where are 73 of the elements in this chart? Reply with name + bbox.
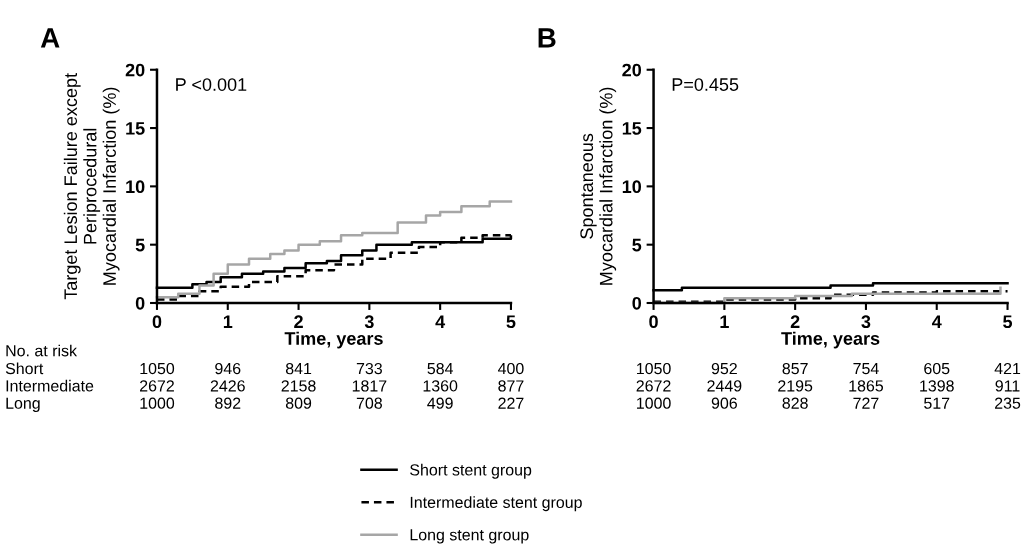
text: 828 bbox=[782, 397, 808, 409]
legend-label: Long stent group bbox=[410, 529, 529, 544]
text: 227 bbox=[498, 397, 524, 409]
x-tick-label: 3 bbox=[861, 315, 871, 329]
text: 911 bbox=[995, 380, 1020, 392]
text: 952 bbox=[711, 362, 737, 375]
text: 2449 bbox=[707, 380, 742, 392]
y-tick-label: 15 bbox=[126, 122, 145, 135]
text: 906 bbox=[711, 397, 737, 409]
x-tick-label: 5 bbox=[1003, 315, 1013, 329]
y-tick-label: 5 bbox=[632, 238, 642, 252]
annotation: P=0.455 bbox=[672, 78, 739, 91]
y-tick-label: 20 bbox=[622, 63, 642, 77]
x-tick-label: 2 bbox=[294, 315, 303, 328]
text: 1050 bbox=[637, 362, 671, 375]
x-tick-label: 0 bbox=[649, 315, 658, 329]
text: 2672 bbox=[140, 380, 174, 392]
text: 1865 bbox=[849, 380, 884, 392]
legend-label: Short stent group bbox=[410, 463, 532, 479]
text: No. at risk bbox=[6, 344, 78, 357]
y-tick-label: 0 bbox=[135, 296, 145, 310]
text: Short bbox=[5, 362, 44, 375]
x-tick-label: 2 bbox=[790, 315, 800, 328]
text: Intermediate bbox=[6, 379, 94, 392]
text: 400 bbox=[497, 362, 524, 375]
y-tick-label: 15 bbox=[622, 122, 642, 135]
text: 841 bbox=[285, 362, 312, 375]
y-axis-title: Spontaneous Myocardial Infarction (%) bbox=[580, 87, 617, 285]
text: 1000 bbox=[140, 397, 175, 409]
legend-label: Intermediate stent group bbox=[410, 496, 582, 512]
text: 877 bbox=[498, 380, 524, 392]
text: 2426 bbox=[210, 380, 245, 392]
y-tick-label: 20 bbox=[125, 63, 145, 77]
text: 1360 bbox=[423, 380, 458, 392]
text: 892 bbox=[215, 397, 241, 409]
text: 1050 bbox=[140, 362, 175, 375]
x-tick-label: 5 bbox=[506, 315, 516, 329]
y-axis-title: Target Lesion Failure except Periprocedural Myocardial Infarction (%) bbox=[63, 73, 120, 300]
annotation: P <0.001 bbox=[176, 78, 247, 91]
text: 1000 bbox=[637, 397, 671, 409]
x-tick-label: 3 bbox=[364, 315, 374, 329]
y-tick-label: 10 bbox=[622, 180, 642, 194]
y-tick-label: 5 bbox=[135, 238, 145, 252]
y-tick-label: 0 bbox=[632, 296, 642, 310]
text: 421 bbox=[994, 362, 1021, 375]
text: 2672 bbox=[636, 380, 671, 392]
x-tick-label: 4 bbox=[435, 315, 446, 328]
text: 1817 bbox=[352, 380, 387, 392]
text: 708 bbox=[356, 397, 382, 409]
text: 2195 bbox=[778, 380, 813, 392]
x-tick-label: 0 bbox=[152, 315, 162, 329]
text: 517 bbox=[924, 397, 950, 409]
text: 809 bbox=[285, 397, 312, 409]
text: 584 bbox=[427, 362, 454, 375]
y-tick-label: 10 bbox=[126, 180, 145, 194]
x-axis-title: Time, years bbox=[284, 331, 383, 349]
text: 754 bbox=[853, 363, 879, 375]
text: 499 bbox=[427, 397, 453, 409]
text: 857 bbox=[782, 362, 808, 375]
x-tick-label: 1 bbox=[720, 315, 729, 328]
chart-title: A bbox=[40, 28, 60, 48]
text: 2158 bbox=[281, 380, 316, 392]
chart-title: B bbox=[538, 28, 556, 48]
text: 946 bbox=[215, 362, 241, 375]
x-tick-label: 1 bbox=[223, 315, 233, 328]
x-axis-title: Time, years bbox=[781, 331, 880, 349]
text: 1398 bbox=[920, 380, 954, 392]
text: 235 bbox=[995, 397, 1021, 409]
text: 733 bbox=[356, 362, 382, 375]
text: 605 bbox=[924, 362, 950, 375]
text: Long bbox=[6, 397, 40, 412]
text: 727 bbox=[853, 397, 879, 409]
x-tick-label: 4 bbox=[931, 315, 942, 328]
